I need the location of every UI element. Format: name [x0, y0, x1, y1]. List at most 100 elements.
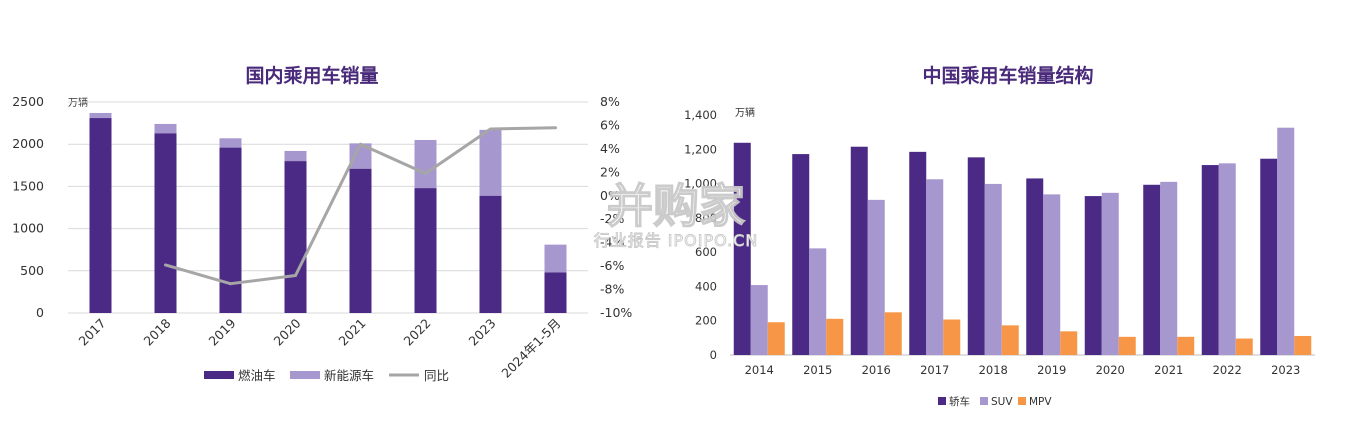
bar-fuel	[414, 188, 437, 313]
chart-sales-structure: 中国乘用车销量结构 万辆 0 200 400 600 800 1,000 1,200 1,40…	[684, 64, 1315, 408]
chart1-xtick-label: 2021	[336, 316, 369, 349]
chart1-y2tick-label: 8%	[600, 94, 620, 109]
chart2-xtick-label: 2020	[1096, 363, 1125, 377]
bar-sedan	[967, 157, 985, 355]
bar-mpv	[1001, 325, 1019, 355]
bar-sedan	[1260, 158, 1278, 355]
bar-mpv	[826, 318, 844, 355]
chart1-ytick-label: 0	[36, 305, 44, 320]
chart1-ytick-label: 1000	[12, 221, 44, 236]
bar-fuel	[89, 118, 112, 313]
bar-mpv	[1118, 336, 1136, 355]
chart1-title: 国内乘用车销量	[245, 64, 378, 87]
bar-mpv	[767, 322, 785, 355]
chart2-xtick-label: 2019	[1037, 363, 1066, 377]
chart2-xtick-label: 2022	[1213, 363, 1242, 377]
chart1-xtick-label: 2023	[466, 316, 499, 349]
bar-nev	[89, 112, 112, 119]
legend-swatch-sedan	[938, 397, 946, 405]
bar-suv	[1218, 163, 1236, 355]
chart1-ytick-label: 2000	[12, 136, 44, 151]
yoy-point	[229, 282, 232, 286]
bar-mpv	[1177, 336, 1195, 355]
chart2-ytick-label: 400	[695, 279, 717, 293]
chart1-y2tick-label: -6%	[600, 258, 624, 273]
chart2-ytick-label: 600	[695, 245, 717, 259]
bar-sedan	[792, 154, 810, 355]
chart2-ytick-label: 1,000	[684, 177, 717, 191]
chart1-ytick-label: 1500	[12, 178, 44, 193]
chart1-ytick-label: 2500	[12, 94, 44, 109]
legend-label-nev: 新能源车	[324, 368, 374, 383]
bar-nev	[414, 139, 437, 189]
chart2-ytick-label: 1,200	[684, 142, 717, 156]
chart2-xtick-label: 2021	[1154, 363, 1183, 377]
chart1-xtick-label: 2022	[401, 316, 434, 349]
chart2-ytick-label: 200	[695, 314, 717, 328]
yoy-point	[294, 273, 297, 277]
legend-label-yoy: 同比	[424, 368, 449, 383]
bar-mpv	[1235, 338, 1253, 355]
bar-suv	[809, 248, 827, 355]
bar-nev	[479, 129, 502, 196]
yoy-point	[489, 127, 492, 131]
bar-nev	[544, 244, 567, 273]
chart1-y2tick-label: 6%	[600, 117, 620, 132]
bar-mpv	[943, 319, 961, 355]
bar-suv	[1277, 127, 1295, 355]
bar-suv	[984, 183, 1002, 355]
bar-fuel	[219, 147, 242, 313]
chart2-xtick-label: 2023	[1271, 363, 1300, 377]
bar-nev	[349, 143, 372, 169]
bar-mpv	[1060, 331, 1078, 355]
bar-mpv	[884, 312, 902, 355]
chart2-ytick-label: 0	[710, 348, 717, 362]
legend-swatch-nev	[290, 371, 320, 379]
legend-swatch-fuel	[204, 371, 234, 379]
bar-nev	[219, 138, 242, 148]
chart1-y2tick-label: -4%	[600, 235, 624, 250]
bar-sedan	[850, 146, 868, 355]
chart2-xtick-label: 2017	[920, 363, 949, 377]
chart2-ytick-label: 1,400	[684, 108, 717, 122]
bar-mpv	[1294, 335, 1312, 355]
legend-label-fuel: 燃油车	[238, 368, 276, 383]
bar-suv	[867, 199, 885, 355]
yoy-point	[164, 263, 167, 267]
bar-fuel	[284, 161, 307, 313]
bar-nev	[154, 123, 177, 134]
chart1-y2tick-label: 4%	[600, 141, 620, 156]
bar-fuel	[154, 133, 177, 313]
bar-sedan	[1084, 196, 1102, 355]
chart1-y2tick-label: 2%	[600, 164, 620, 179]
bar-fuel	[349, 168, 372, 313]
chart1-y2tick-label: 0%	[600, 188, 620, 203]
legend-label-sedan: 轿车	[949, 395, 970, 408]
bar-sedan	[1026, 178, 1044, 355]
bar-sedan	[909, 151, 927, 355]
bar-sedan	[1201, 165, 1219, 355]
chart1-xtick-label: 2020	[271, 315, 304, 348]
chart1-xtick-label: 2018	[141, 315, 174, 348]
yoy-point	[554, 126, 557, 130]
legend-swatch-mpv	[1018, 397, 1026, 405]
yoy-point	[424, 172, 427, 176]
bar-fuel	[479, 195, 502, 313]
chart1-ytick-label: 500	[20, 263, 44, 278]
bar-nev	[284, 150, 307, 162]
bar-suv	[1043, 194, 1061, 355]
chart1-xtick-label: 2019	[206, 315, 239, 348]
bar-suv	[1101, 192, 1119, 355]
chart1-xtick-label: 2024年1-5月	[498, 316, 563, 381]
chart2-title: 中国乘用车销量结构	[922, 64, 1093, 87]
chart1-legend: 燃油车 新能源车 同比	[204, 368, 449, 383]
bar-sedan	[733, 142, 751, 355]
legend-swatch-suv	[980, 397, 988, 405]
bar-fuel	[544, 272, 567, 313]
chart1-y2tick-label: -8%	[600, 282, 624, 297]
chart2-xtick-label: 2016	[862, 363, 891, 377]
chart2-ytick-label: 800	[695, 211, 717, 225]
chart2-legend: 轿车 SUV MPV	[938, 395, 1052, 408]
legend-label-mpv: MPV	[1029, 396, 1052, 408]
chart1-xtick-label: 2017	[76, 316, 109, 349]
